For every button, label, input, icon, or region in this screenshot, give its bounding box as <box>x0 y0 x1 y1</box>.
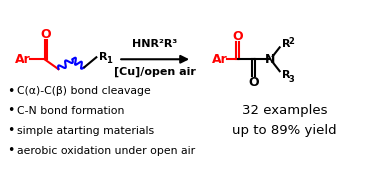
Text: •: • <box>7 104 14 117</box>
Text: 1: 1 <box>106 56 112 65</box>
Text: R: R <box>282 39 290 49</box>
Text: up to 89% yield: up to 89% yield <box>232 124 337 137</box>
Text: [Cu]/open air: [Cu]/open air <box>114 67 196 77</box>
Text: 2: 2 <box>289 37 294 46</box>
Text: 3: 3 <box>289 75 294 84</box>
Text: N: N <box>265 53 275 66</box>
Text: Ar: Ar <box>212 53 228 66</box>
Text: •: • <box>7 144 14 157</box>
Text: •: • <box>7 84 14 98</box>
Text: simple atarting materials: simple atarting materials <box>17 126 154 136</box>
Text: Ar: Ar <box>15 53 31 66</box>
Text: •: • <box>7 124 14 137</box>
Text: O: O <box>232 30 243 43</box>
Text: aerobic oxidation under open air: aerobic oxidation under open air <box>17 146 195 156</box>
Text: 32 examples: 32 examples <box>242 104 327 117</box>
Text: C(α)-C(β) bond cleavage: C(α)-C(β) bond cleavage <box>17 86 150 96</box>
Text: O: O <box>40 28 51 41</box>
Text: R: R <box>282 70 290 80</box>
Text: HNR²R³: HNR²R³ <box>133 39 178 49</box>
Text: O: O <box>248 76 259 89</box>
Text: C-N bond formation: C-N bond formation <box>17 106 124 116</box>
Text: R: R <box>99 52 108 62</box>
